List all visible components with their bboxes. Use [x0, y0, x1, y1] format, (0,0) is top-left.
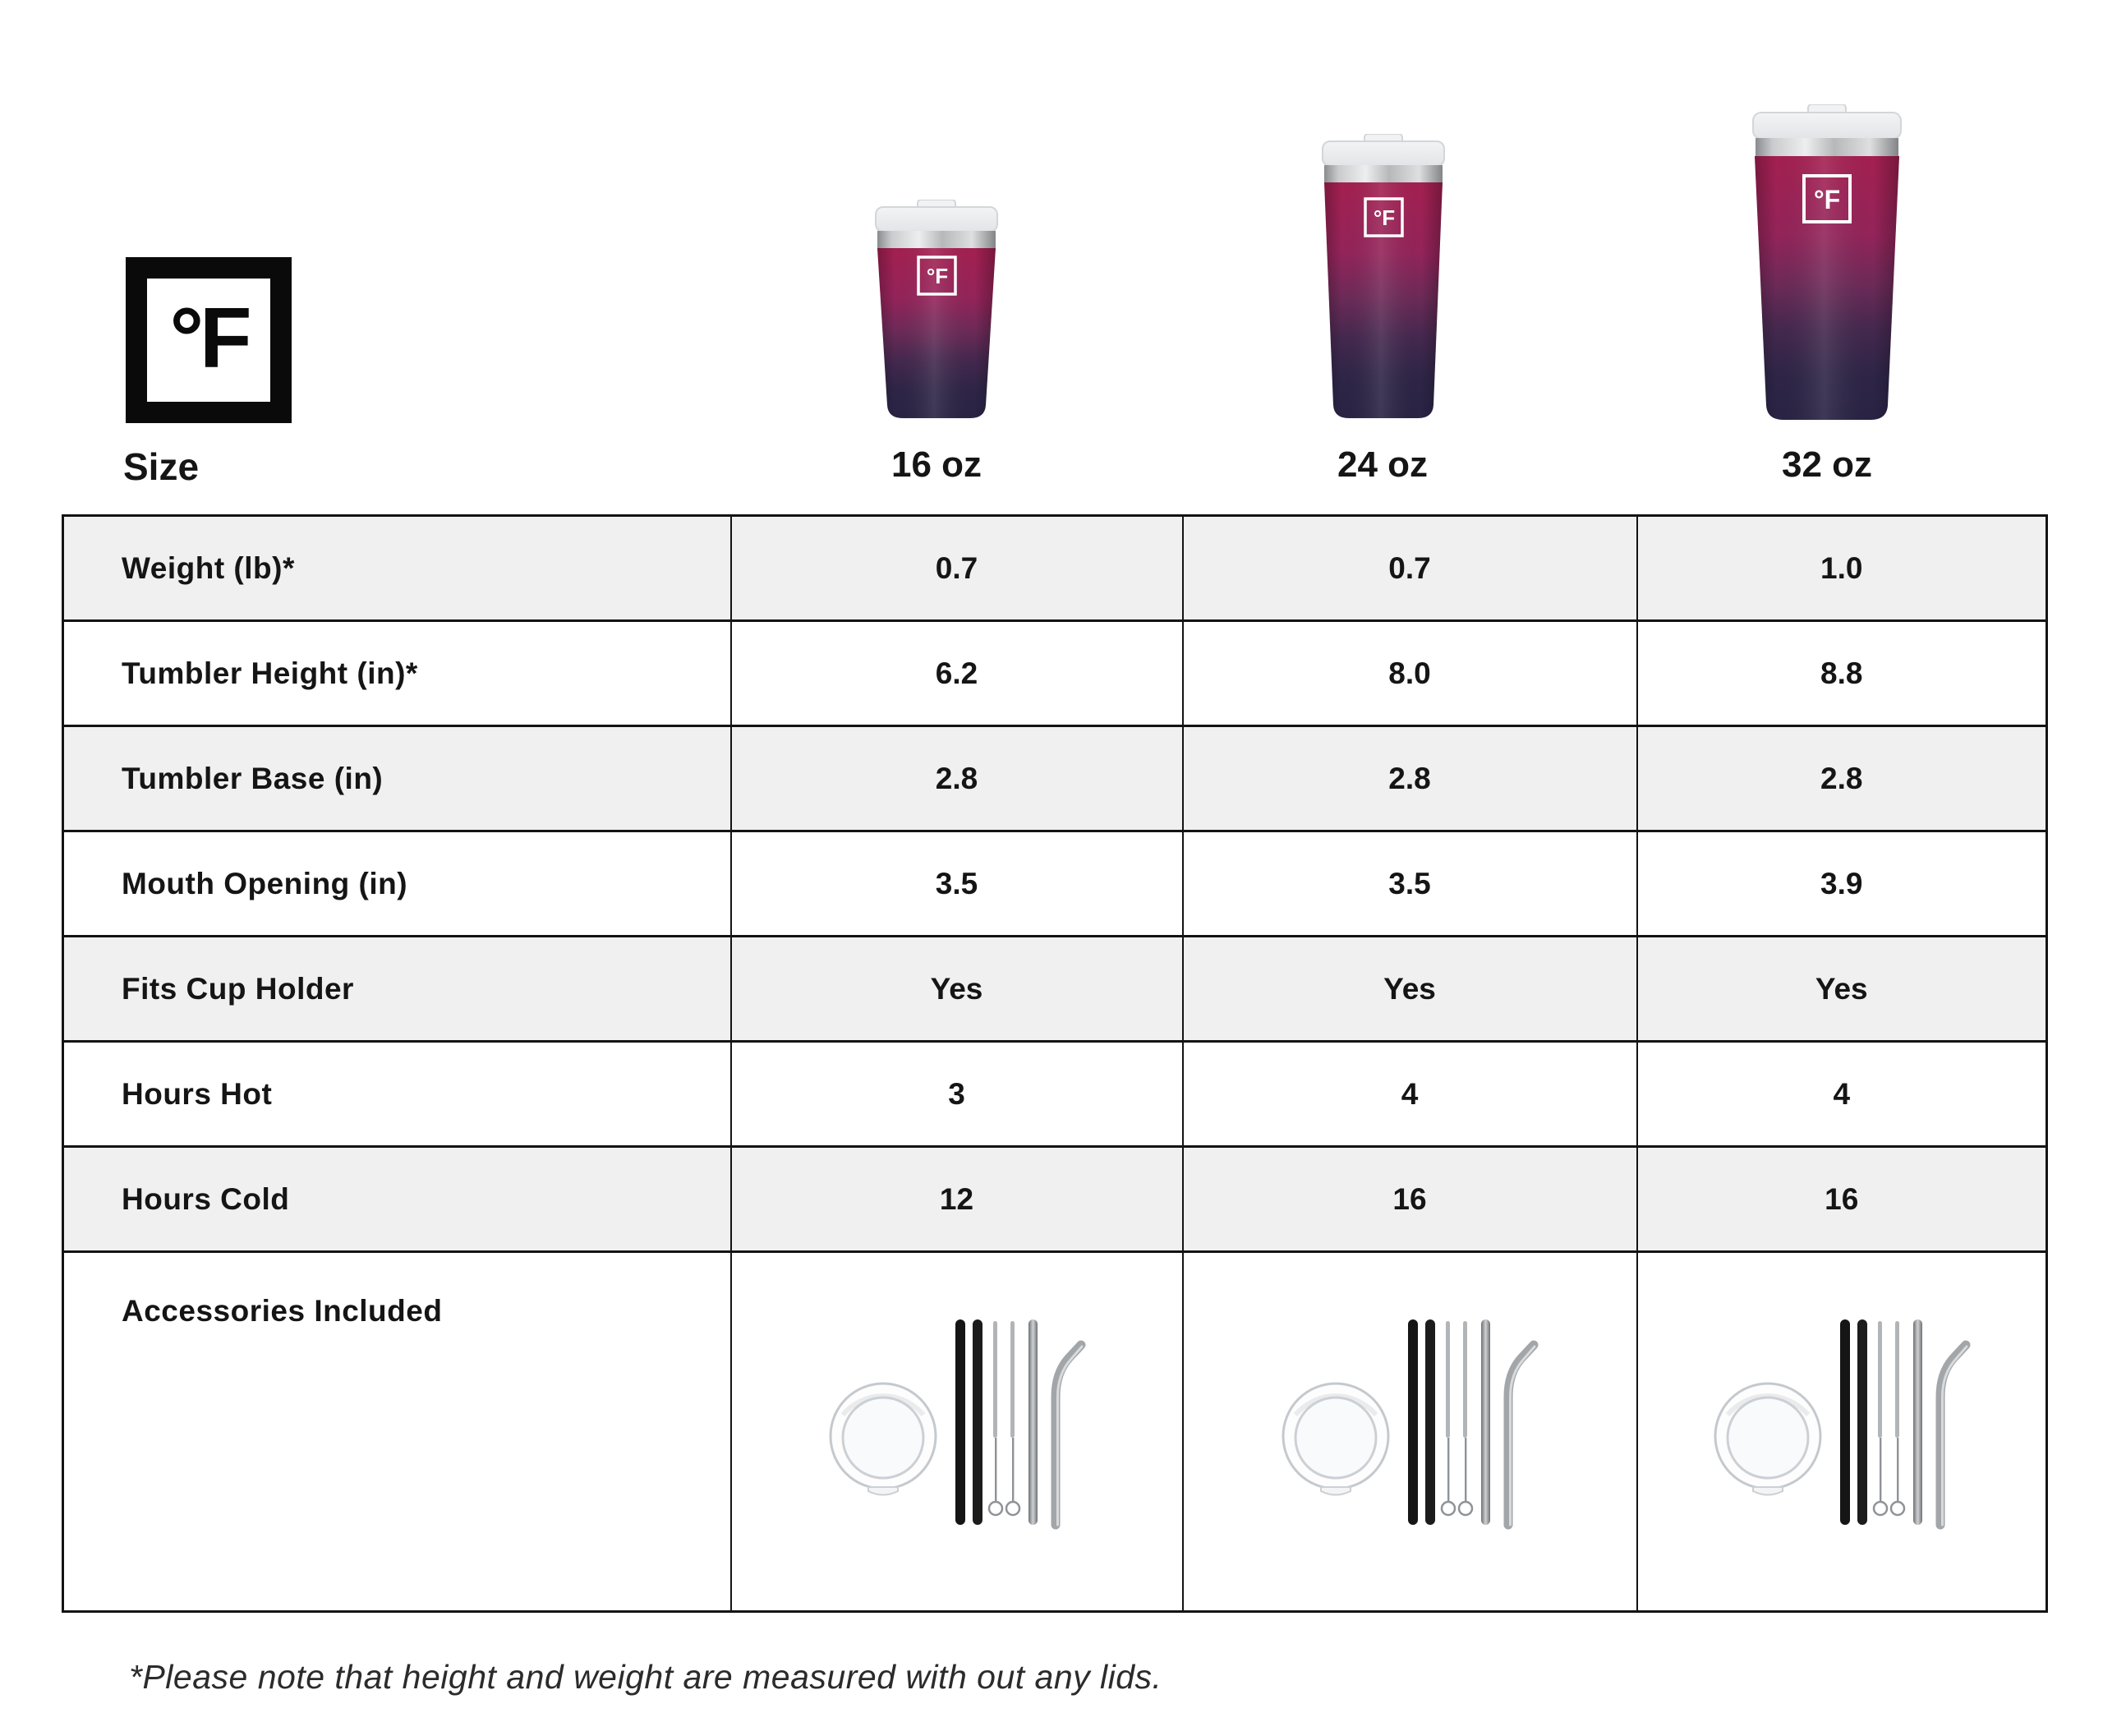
- clear-lid: [1752, 112, 1902, 140]
- bent-steel-straw-icon: [1503, 1340, 1539, 1529]
- cleaning-brush-icon: [1457, 1320, 1474, 1516]
- size-column-label-32oz: 32 oz: [1781, 444, 1873, 485]
- clear-lid: [1322, 140, 1445, 167]
- clear-lid: [875, 206, 998, 233]
- base-24oz-cell: 2.8: [1181, 725, 1638, 832]
- cleaning-brush-icon: [987, 1320, 1003, 1516]
- tumbler-logo-text: °F: [1374, 205, 1395, 230]
- black-straw-icon: [1425, 1319, 1435, 1525]
- cleaning-brush-icon: [1872, 1320, 1888, 1516]
- clear-lid-icon: [829, 1382, 936, 1495]
- spec-table: Weight (lb)* 0.7 0.7 1.0 Tumbler Height …: [62, 514, 2048, 1613]
- steel-band: [1324, 165, 1443, 182]
- accessories-image: [1282, 1319, 1539, 1529]
- table-row-mouth: Mouth Opening (in) 3.5 3.5 3.9: [62, 830, 2048, 937]
- cupholder-32oz-cell: Yes: [1636, 935, 2048, 1043]
- table-row-hours-cold: Hours Cold 12 16 16: [62, 1145, 2048, 1253]
- table-row-hours-hot: Hours Hot 3 4 4: [62, 1040, 2048, 1148]
- tumbler-body-shading: [1755, 156, 1899, 420]
- table-row-height: Tumbler Height (in)* 6.2 8.0 8.8: [62, 619, 2048, 727]
- tumbler-24oz-image: °F: [1322, 134, 1445, 418]
- cleaning-brush-icon: [1440, 1320, 1456, 1516]
- height-16oz-cell: 6.2: [729, 619, 1184, 727]
- row-label-accessories: Accessories Included: [62, 1250, 732, 1613]
- table-row-cupholder: Fits Cup Holder Yes Yes Yes: [62, 935, 2048, 1043]
- accessories-24oz-cell: [1181, 1250, 1638, 1613]
- row-label-mouth: Mouth Opening (in): [62, 830, 732, 937]
- black-straw-icon: [1857, 1319, 1867, 1525]
- hours-cold-32oz-cell: 16: [1636, 1145, 2048, 1253]
- weight-16oz-cell: 0.7: [729, 514, 1184, 622]
- row-label-height: Tumbler Height (in)*: [62, 619, 732, 727]
- steel-band: [877, 231, 996, 248]
- tumbler-logo-frame: [1802, 174, 1852, 223]
- table-row-accessories: Accessories Included: [62, 1250, 2048, 1613]
- straight-steel-straw-icon: [1481, 1319, 1490, 1525]
- cupholder-24oz-cell: Yes: [1181, 935, 1638, 1043]
- tumbler-logo-text: °F: [927, 264, 948, 288]
- cupholder-16oz-cell: Yes: [729, 935, 1184, 1043]
- footnote: *Please note that height and weight are …: [129, 1658, 1162, 1696]
- tumbler-body-shading: [877, 248, 996, 418]
- black-straw-icon: [1839, 1319, 1850, 1525]
- row-label-base: Tumbler Base (in): [62, 725, 732, 832]
- tumbler-body-shading: [1324, 182, 1443, 418]
- accessories-image: [1714, 1319, 1971, 1529]
- brand-logo: °F: [126, 257, 292, 423]
- hours-cold-24oz-cell: 16: [1181, 1145, 1638, 1253]
- mouth-32oz-cell: 3.9: [1636, 830, 2048, 937]
- black-straw-icon: [1408, 1319, 1418, 1525]
- size-heading: Size: [123, 445, 200, 488]
- steel-band: [1756, 138, 1898, 156]
- hours-cold-16oz-cell: 12: [729, 1145, 1184, 1253]
- cleaning-brush-icon: [1005, 1320, 1020, 1516]
- height-32oz-cell: 8.8: [1636, 619, 2048, 727]
- size-column-label-16oz: 16 oz: [890, 444, 982, 485]
- hours-hot-16oz-cell: 3: [729, 1040, 1184, 1148]
- tumbler-32oz-image: °F: [1752, 104, 1902, 420]
- table-row-weight: Weight (lb)* 0.7 0.7 1.0: [62, 514, 2048, 622]
- row-label-hours-cold: Hours Cold: [62, 1145, 732, 1253]
- weight-24oz-cell: 0.7: [1181, 514, 1638, 622]
- brand-logo-text: °F: [169, 290, 251, 386]
- height-24oz-cell: 8.0: [1181, 619, 1638, 727]
- bent-steel-straw-icon: [1935, 1340, 1971, 1529]
- base-16oz-cell: 2.8: [729, 725, 1184, 832]
- mouth-16oz-cell: 3.5: [729, 830, 1184, 937]
- tumbler-logo-frame: [917, 256, 957, 296]
- clear-lid-icon: [1714, 1382, 1822, 1495]
- bent-steel-straw-icon: [1051, 1340, 1085, 1529]
- cleaning-brush-icon: [1889, 1320, 1905, 1516]
- size-column-label-24oz: 24 oz: [1337, 444, 1429, 485]
- row-label-weight: Weight (lb)*: [62, 514, 732, 622]
- brand-logo-frame: °F: [147, 279, 270, 402]
- hours-hot-24oz-cell: 4: [1181, 1040, 1638, 1148]
- tumbler-logo-frame: [1364, 197, 1404, 237]
- tumbler-16oz-image: °F: [875, 200, 998, 418]
- accessories-32oz-cell: [1636, 1250, 2048, 1613]
- accessories-16oz-cell: [729, 1250, 1184, 1613]
- table-row-base: Tumbler Base (in) 2.8 2.8 2.8: [62, 725, 2048, 832]
- straight-steel-straw-icon: [1912, 1319, 1922, 1525]
- black-straw-icon: [955, 1319, 965, 1525]
- mouth-24oz-cell: 3.5: [1181, 830, 1638, 937]
- row-label-hours-hot: Hours Hot: [62, 1040, 732, 1148]
- tumbler-logo-text: °F: [1814, 185, 1840, 214]
- weight-32oz-cell: 1.0: [1636, 514, 2048, 622]
- clear-lid-icon: [1282, 1382, 1390, 1495]
- base-32oz-cell: 2.8: [1636, 725, 2048, 832]
- row-label-cupholder: Fits Cup Holder: [62, 935, 732, 1043]
- black-straw-icon: [972, 1319, 982, 1525]
- hours-hot-32oz-cell: 4: [1636, 1040, 2048, 1148]
- accessories-image: [829, 1319, 1085, 1529]
- straight-steel-straw-icon: [1028, 1319, 1038, 1525]
